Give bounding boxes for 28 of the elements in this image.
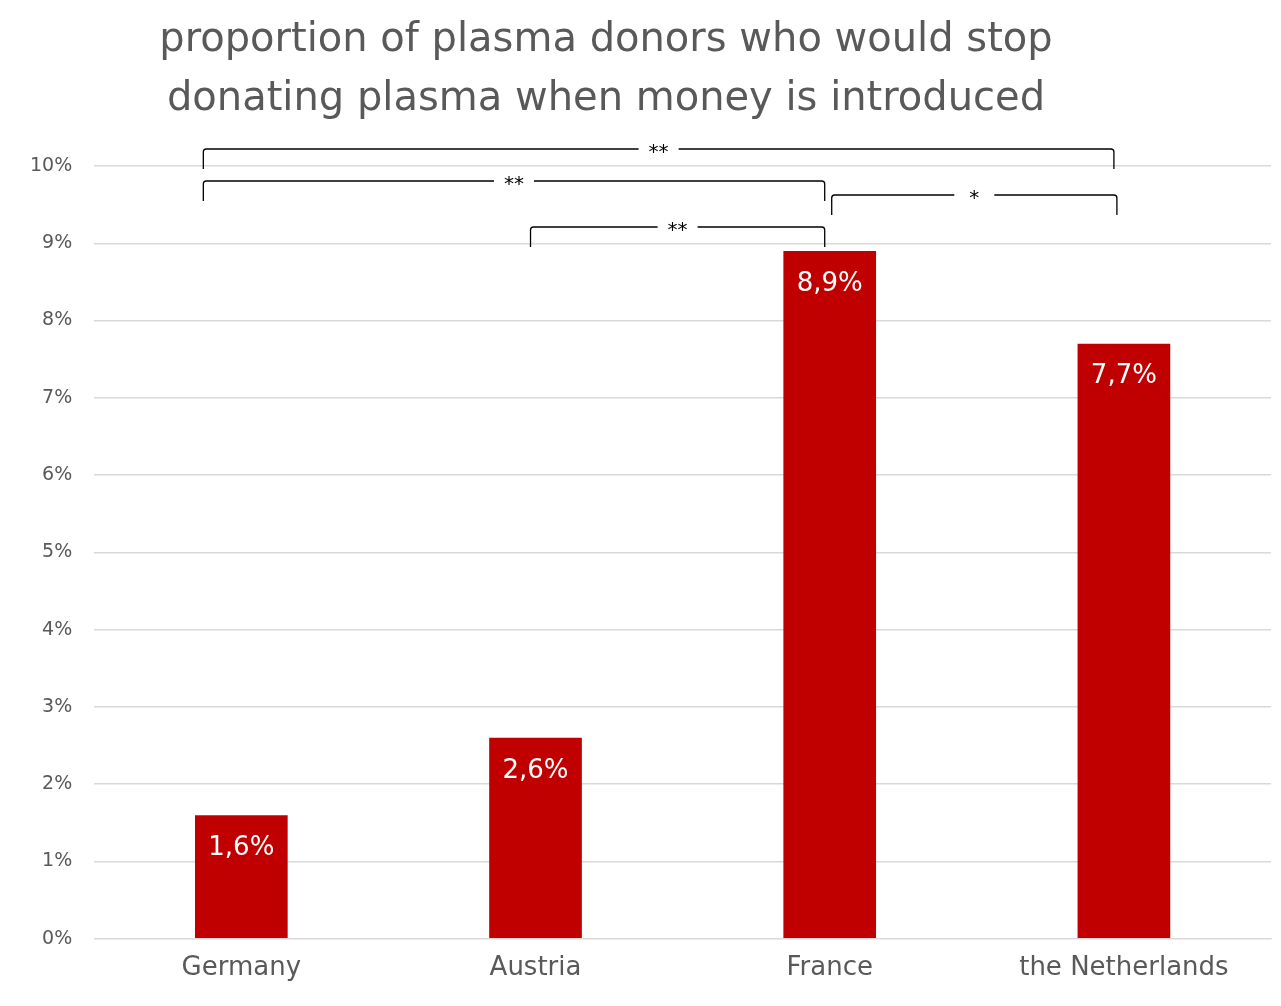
y-tick-label: 9% [42,230,73,253]
bar [194,815,288,939]
data-label: 8,9% [796,266,863,297]
y-tick-label: 1% [42,848,73,871]
data-label: 7,7% [1090,359,1157,390]
x-tick-label: Austria [489,951,582,982]
annotation: ** [504,171,525,195]
bar [783,251,877,939]
y-tick-label: 0% [42,925,73,948]
x-tick-label: Germany [181,951,302,982]
x-tick-label: the Netherlands [1019,951,1229,982]
y-tick-label: 6% [42,462,73,485]
data-label: 2,6% [502,753,569,784]
y-tick-label: 3% [42,693,73,716]
y-tick-label: 2% [42,771,73,794]
y-tick-label: 10% [30,152,73,175]
y-tick-label: 8% [42,307,73,330]
chart-title: proportion of plasma donors who would stop donating plasma when money is introduced [158,13,1054,121]
bar [489,737,582,939]
y-tick-label: 5% [42,539,73,562]
annotation: ** [667,217,688,241]
text: ** [648,139,669,163]
data-label: 1,6% [208,830,275,861]
x-tick-label: France [786,951,873,982]
y-tick-label: 7% [42,384,73,407]
y-tick-label: 4% [42,616,73,639]
annotation: * [969,185,980,209]
bar [1077,343,1171,939]
